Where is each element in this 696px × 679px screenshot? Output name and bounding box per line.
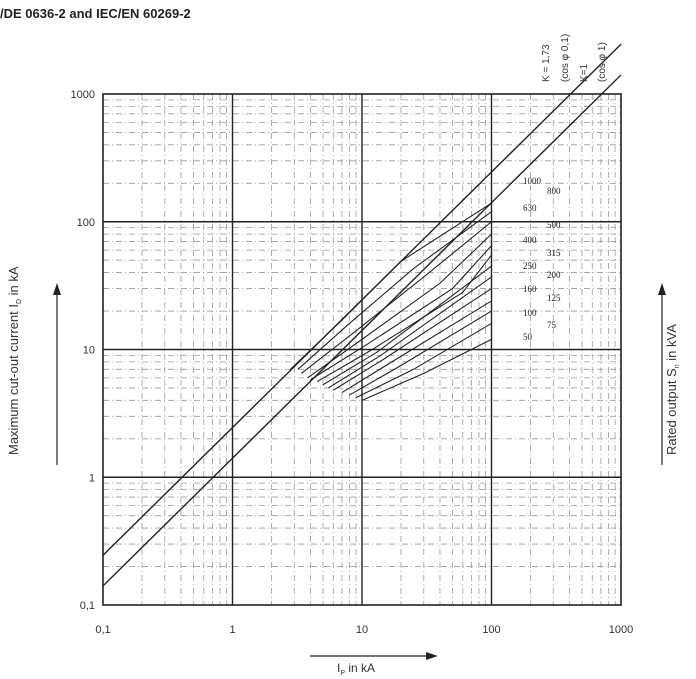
- x-tick-label: 10: [356, 624, 368, 636]
- y-arrow-head: [53, 283, 61, 295]
- major-grid: [103, 94, 621, 605]
- output-label: 50: [523, 332, 533, 342]
- y-tick-label: 0,1: [80, 600, 95, 612]
- y-axis-label: Maximum cut-out current ID in kA: [6, 266, 23, 455]
- x-axis-label: IP in kA: [337, 661, 375, 677]
- series-line: [300, 221, 492, 374]
- dense-grid: [103, 94, 621, 605]
- k-line: [102, 74, 622, 587]
- series-line: [307, 233, 492, 379]
- x-tick-label: 100: [482, 624, 500, 636]
- output-label: 200: [547, 270, 561, 280]
- output-label: 1000: [523, 176, 542, 186]
- k-label: K = 1,73: [541, 44, 552, 82]
- series-line: [290, 202, 492, 370]
- axis-labels: K = 1,73 (cos φ 0,1) K=1 (cos φ 1) Maximum c…: [6, 34, 681, 677]
- output-label: 100: [523, 308, 537, 318]
- series-line: [328, 276, 492, 389]
- x-tick-label: 1: [229, 624, 235, 636]
- series-line: [341, 300, 492, 394]
- x-arrow-head: [426, 652, 438, 660]
- series-line: [355, 322, 492, 399]
- output-label: 125: [547, 293, 561, 303]
- x-tick-label: 1000: [609, 624, 633, 636]
- output-label: 160: [523, 284, 537, 294]
- series-lines: [290, 202, 492, 401]
- k-sublabel: (cos φ 0,1): [560, 34, 571, 82]
- plot-frame: [102, 93, 622, 606]
- output-label: 500: [547, 220, 561, 230]
- y-tick-label: 1000: [71, 89, 95, 101]
- series-line: [322, 265, 492, 386]
- y-tick-label: 1: [89, 472, 95, 484]
- right-axis-label: Rated output Sn in kVA: [664, 324, 681, 455]
- right-arrow-head: [658, 283, 666, 295]
- output-label: 800: [547, 186, 561, 196]
- output-label: 75: [547, 320, 557, 330]
- output-label: 400: [523, 235, 537, 245]
- y-tick-label: 10: [83, 345, 95, 357]
- series-line: [361, 338, 492, 401]
- page-title: /DE 0636-2 and IEC/EN 60269-2: [0, 6, 191, 21]
- series-line: [310, 245, 492, 381]
- series-line: [332, 288, 492, 391]
- series-line: [316, 254, 492, 383]
- y-tick-label: 100: [77, 217, 95, 229]
- k-sublabel: (cos φ 1): [597, 42, 608, 82]
- x-tick-label: 0,1: [95, 624, 110, 636]
- tick-labels: 0,1 1 10 100 1000 0,1 1 10 100 1000: [71, 89, 634, 636]
- output-label: 630: [523, 203, 537, 213]
- output-labels: 1000 630 400 250 160 100 50 800 500 315 200 125 75: [523, 176, 561, 342]
- series-line: [349, 310, 492, 396]
- k-label: K=1: [579, 63, 590, 82]
- series-line: [297, 211, 492, 370]
- output-label: 315: [547, 248, 561, 258]
- output-label: 250: [523, 261, 537, 271]
